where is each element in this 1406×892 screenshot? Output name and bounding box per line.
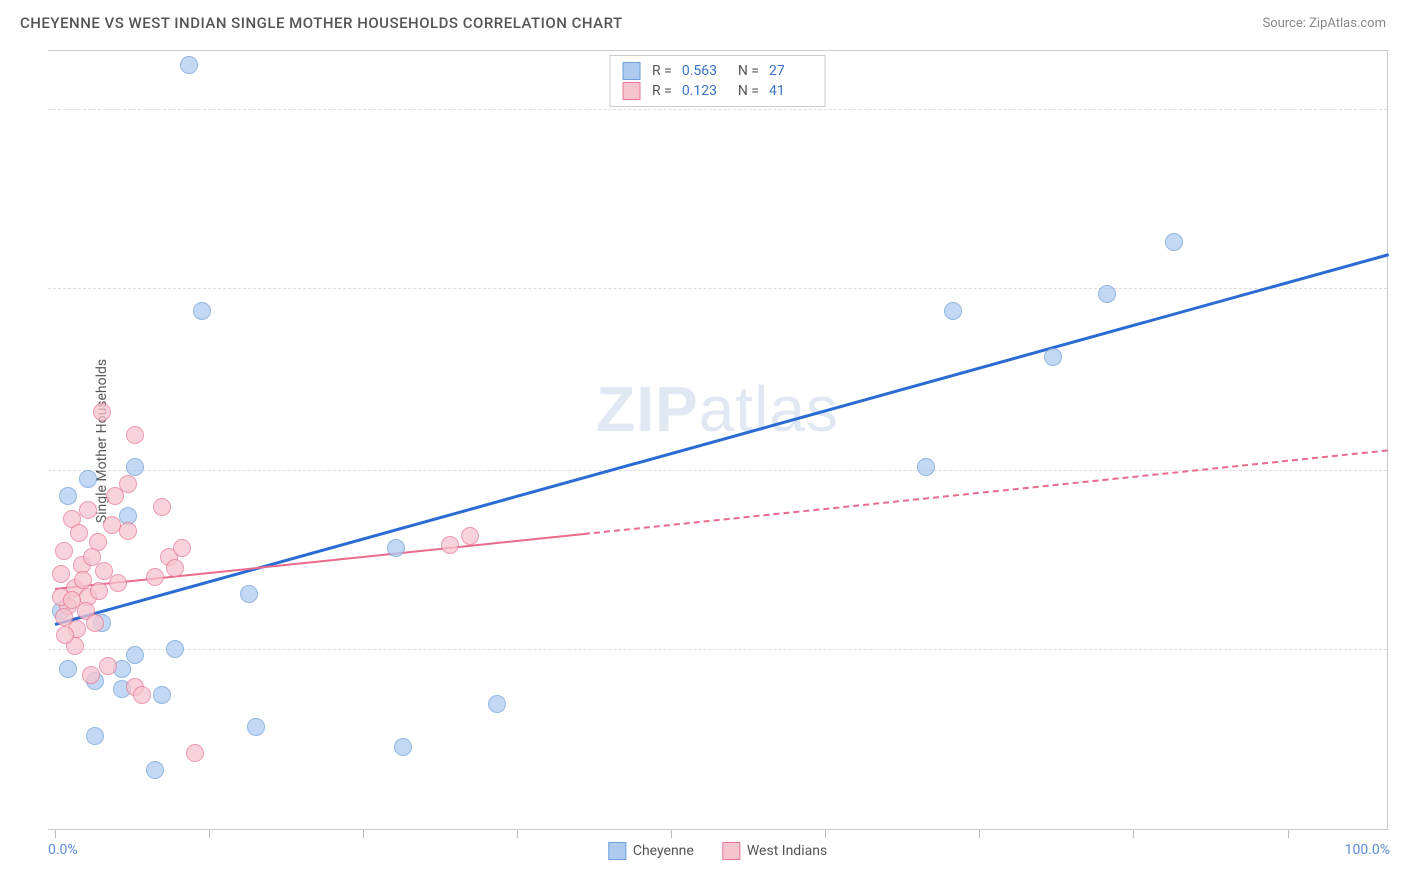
legend-swatch [722, 842, 740, 860]
data-point-west-indians [79, 501, 97, 519]
data-point-cheyenne [193, 302, 211, 320]
data-point-cheyenne [247, 718, 265, 736]
trend-line-dashed-west-indians [584, 450, 1388, 536]
data-point-west-indians [93, 403, 111, 421]
legend-stat-row: R = 0.563 N = 27 [622, 61, 813, 81]
legend-stat-row: R = 0.123 N = 41 [622, 81, 813, 101]
series-legend: Cheyenne West Indians [608, 842, 827, 860]
x-tick [1133, 830, 1134, 838]
x-axis-min-label: 0.0% [48, 842, 78, 858]
stat-n-label: N = [738, 83, 759, 99]
data-point-west-indians [52, 565, 70, 583]
data-point-cheyenne [1044, 348, 1062, 366]
watermark: ZIPatlas [596, 372, 839, 446]
x-tick [979, 830, 980, 838]
data-point-west-indians [82, 666, 100, 684]
data-point-cheyenne [387, 539, 405, 557]
data-point-cheyenne [153, 686, 171, 704]
gridline [48, 109, 1387, 110]
correlation-legend: R = 0.563 N = 27 R = 0.123 N = 41 [609, 55, 826, 107]
data-point-cheyenne [59, 660, 77, 678]
x-axis-max-label: 100.0% [1345, 842, 1390, 858]
data-point-cheyenne [166, 640, 184, 658]
data-point-west-indians [55, 542, 73, 560]
x-tick [671, 830, 672, 838]
x-tick [363, 830, 364, 838]
data-point-west-indians [186, 744, 204, 762]
data-point-west-indians [119, 522, 137, 540]
data-point-west-indians [166, 559, 184, 577]
data-point-west-indians [461, 527, 479, 545]
data-point-cheyenne [180, 56, 198, 74]
x-tick [1288, 830, 1289, 838]
data-point-cheyenne [126, 458, 144, 476]
legend-swatch [622, 82, 640, 100]
data-point-cheyenne [59, 487, 77, 505]
data-point-west-indians [86, 614, 104, 632]
gridline [48, 649, 1387, 650]
trend-line-cheyenne [54, 253, 1388, 626]
stat-r-value: 0.563 [682, 63, 726, 79]
stat-n-label: N = [738, 63, 759, 79]
data-point-cheyenne [917, 458, 935, 476]
trend-line-west-indians [55, 533, 584, 590]
gridline [48, 288, 1387, 289]
x-tick [825, 830, 826, 838]
data-point-west-indians [126, 426, 144, 444]
legend-item: Cheyenne [608, 842, 694, 860]
stat-n-value: 27 [769, 63, 813, 79]
data-point-west-indians [56, 626, 74, 644]
data-point-cheyenne [146, 761, 164, 779]
data-point-west-indians [119, 475, 137, 493]
data-point-cheyenne [394, 738, 412, 756]
data-point-west-indians [173, 539, 191, 557]
data-point-west-indians [70, 524, 88, 542]
data-point-west-indians [133, 686, 151, 704]
stat-r-label: R = [652, 63, 672, 79]
legend-swatch [622, 62, 640, 80]
data-point-west-indians [90, 582, 108, 600]
x-tick [55, 830, 56, 838]
stat-r-label: R = [652, 83, 672, 99]
legend-label: Cheyenne [633, 843, 694, 859]
data-point-west-indians [99, 657, 117, 675]
data-point-cheyenne [488, 695, 506, 713]
x-tick [517, 830, 518, 838]
stat-n-value: 41 [769, 83, 813, 99]
legend-item: West Indians [722, 842, 827, 860]
chart-title: CHEYENNE VS WEST INDIAN SINGLE MOTHER HO… [20, 14, 623, 32]
data-point-west-indians [63, 591, 81, 609]
data-point-west-indians [95, 562, 113, 580]
data-point-cheyenne [86, 727, 104, 745]
data-point-cheyenne [1165, 233, 1183, 251]
data-point-west-indians [441, 536, 459, 554]
stat-r-value: 0.123 [682, 83, 726, 99]
x-axis [48, 829, 1387, 830]
chart-plot-area: Single Mother Households ZIPatlas 6.3%12… [48, 50, 1388, 830]
x-tick [209, 830, 210, 838]
source-attribution: Source: ZipAtlas.com [1262, 16, 1386, 31]
data-point-cheyenne [240, 585, 258, 603]
data-point-cheyenne [944, 302, 962, 320]
data-point-west-indians [153, 498, 171, 516]
legend-label: West Indians [747, 843, 827, 859]
data-point-cheyenne [1098, 285, 1116, 303]
data-point-cheyenne [126, 646, 144, 664]
legend-swatch [608, 842, 626, 860]
data-point-west-indians [74, 571, 92, 589]
data-point-cheyenne [79, 470, 97, 488]
data-point-west-indians [146, 568, 164, 586]
